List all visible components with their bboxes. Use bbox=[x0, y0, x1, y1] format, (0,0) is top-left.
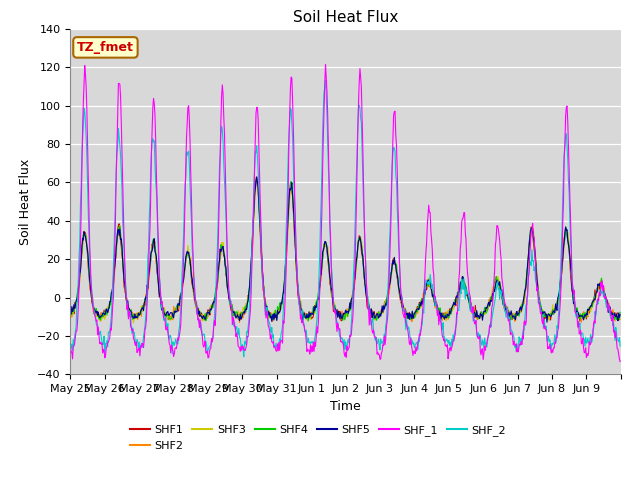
SHF_1 bbox=[67, 342, 74, 348]
SHF_1 bbox=[433, 312, 441, 318]
SHF4 bbox=[434, 305, 442, 311]
Line: SHF_2: SHF_2 bbox=[70, 81, 620, 358]
SHF3 bbox=[434, 305, 442, 311]
Line: SHF1: SHF1 bbox=[70, 179, 620, 321]
SHF1 bbox=[403, 313, 410, 319]
SHF5 bbox=[433, 303, 441, 309]
SHF_2 bbox=[260, 285, 268, 291]
SHF2 bbox=[236, 319, 243, 325]
SHF4 bbox=[232, 309, 240, 315]
Line: SHF2: SHF2 bbox=[70, 178, 620, 322]
SHF3 bbox=[253, 175, 261, 180]
SHF1 bbox=[253, 176, 260, 181]
SHF_2 bbox=[322, 78, 330, 84]
Title: Soil Heat Flux: Soil Heat Flux bbox=[293, 10, 398, 25]
SHF_2 bbox=[132, 340, 140, 346]
Text: TZ_fmet: TZ_fmet bbox=[77, 41, 134, 54]
SHF_2 bbox=[403, 324, 411, 329]
Line: SHF3: SHF3 bbox=[70, 178, 620, 323]
SHF5 bbox=[616, 312, 624, 318]
SHF4 bbox=[305, 318, 312, 324]
SHF_1 bbox=[259, 279, 267, 285]
SHF3 bbox=[403, 314, 411, 320]
SHF_1 bbox=[131, 341, 139, 347]
SHF2 bbox=[260, 298, 268, 303]
SHF1 bbox=[67, 308, 74, 313]
SHF_2 bbox=[101, 355, 109, 360]
SHF5 bbox=[281, 277, 289, 283]
SHF2 bbox=[616, 316, 624, 322]
SHF2 bbox=[67, 312, 74, 318]
SHF4 bbox=[131, 314, 139, 320]
SHF2 bbox=[252, 175, 260, 180]
SHF2 bbox=[434, 307, 442, 313]
SHF_1 bbox=[322, 61, 330, 67]
SHF_2 bbox=[233, 324, 241, 330]
SHF4 bbox=[260, 287, 268, 293]
SHF5 bbox=[232, 315, 240, 321]
SHF1 bbox=[131, 311, 139, 317]
SHF1 bbox=[281, 276, 289, 282]
SHF_2 bbox=[434, 309, 442, 315]
SHF5 bbox=[253, 174, 260, 180]
SHF_1 bbox=[280, 320, 288, 326]
SHF2 bbox=[131, 313, 139, 319]
SHF5 bbox=[131, 312, 139, 317]
SHF5 bbox=[67, 310, 74, 316]
SHF1 bbox=[232, 312, 240, 318]
SHF2 bbox=[232, 311, 240, 316]
Line: SHF4: SHF4 bbox=[70, 180, 620, 321]
SHF3 bbox=[67, 307, 74, 313]
SHF1 bbox=[260, 290, 268, 296]
SHF4 bbox=[403, 313, 411, 319]
X-axis label: Time: Time bbox=[330, 400, 361, 413]
SHF4 bbox=[616, 310, 624, 315]
SHF2 bbox=[282, 270, 289, 276]
SHF1 bbox=[433, 306, 441, 312]
SHF_1 bbox=[616, 359, 624, 364]
SHF3 bbox=[260, 296, 268, 301]
SHF3 bbox=[132, 315, 140, 321]
SHF_2 bbox=[67, 341, 74, 347]
SHF5 bbox=[260, 287, 268, 292]
SHF_2 bbox=[281, 290, 289, 296]
Line: SHF_1: SHF_1 bbox=[70, 64, 620, 361]
SHF4 bbox=[67, 311, 74, 317]
Legend: SHF1, SHF2, SHF3, SHF4, SHF5, SHF_1, SHF_2: SHF1, SHF2, SHF3, SHF4, SHF5, SHF_1, SHF… bbox=[125, 421, 511, 455]
Y-axis label: Soil Heat Flux: Soil Heat Flux bbox=[19, 158, 31, 245]
SHF4 bbox=[281, 273, 289, 279]
SHF4 bbox=[253, 177, 260, 182]
SHF3 bbox=[282, 271, 289, 276]
SHF1 bbox=[616, 312, 624, 317]
SHF2 bbox=[403, 314, 411, 320]
Line: SHF5: SHF5 bbox=[70, 177, 620, 322]
SHF3 bbox=[130, 320, 138, 326]
SHF3 bbox=[233, 314, 241, 320]
SHF1 bbox=[576, 318, 584, 324]
SHF3 bbox=[616, 312, 624, 317]
SHF_2 bbox=[616, 343, 624, 349]
SHF_1 bbox=[232, 334, 240, 339]
SHF5 bbox=[543, 319, 551, 325]
SHF5 bbox=[403, 312, 410, 317]
SHF_1 bbox=[403, 322, 410, 328]
